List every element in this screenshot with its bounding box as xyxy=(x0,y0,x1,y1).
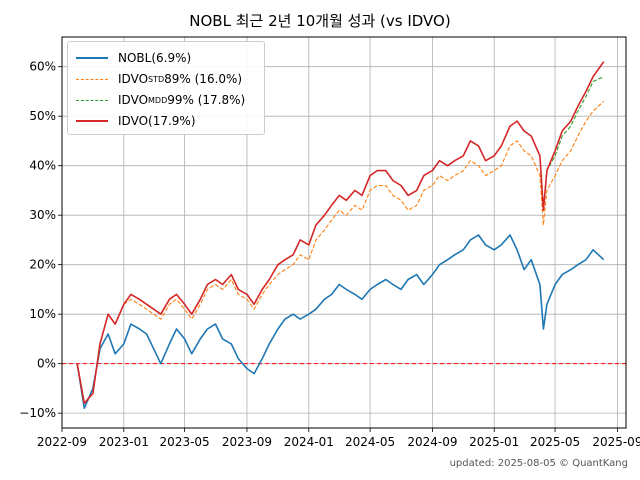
legend-label: NOBL xyxy=(118,51,152,65)
legend-label-value: (17.9%) xyxy=(148,114,196,128)
legend-label-subscript: MDD xyxy=(148,95,168,105)
plot-frame xyxy=(61,36,627,429)
legend-swatch xyxy=(76,120,108,122)
legend-label-value: 89% (16.0%) xyxy=(164,72,243,86)
x-tick-label: 2023-05 xyxy=(160,435,210,449)
legend-swatch xyxy=(76,99,108,101)
legend-swatch xyxy=(76,78,108,80)
series-line xyxy=(76,234,605,410)
y-tick-label: 0% xyxy=(37,357,56,371)
y-tick-label: 10% xyxy=(29,307,56,321)
y-tick-label: 60% xyxy=(29,60,56,74)
series-line xyxy=(76,100,605,404)
x-tick-label: 2023-01 xyxy=(99,435,149,449)
x-tick-label: 2024-01 xyxy=(284,435,334,449)
legend-label: IDVO xyxy=(118,93,149,107)
series-line xyxy=(76,61,605,405)
legend-label-value: 99% (17.8%) xyxy=(167,93,246,107)
x-tick-label: 2024-05 xyxy=(345,435,395,449)
x-tick-label: 2025-09 xyxy=(592,435,640,449)
x-tick-label: 2024-09 xyxy=(407,435,457,449)
chart-title: NOBL 최근 2년 10개월 성과 (vs IDVO) xyxy=(189,12,451,30)
legend-item: IDVO STD 89% (16.0%) xyxy=(76,69,242,89)
x-tick-label: 2025-01 xyxy=(469,435,519,449)
legend-label: IDVO xyxy=(118,114,149,128)
legend-item: NOBL (6.9%) xyxy=(76,48,191,68)
y-tick-label: 50% xyxy=(29,109,56,123)
x-tick-label: 2022-09 xyxy=(37,435,87,449)
legend-swatch xyxy=(76,57,108,59)
legend-label-subscript: STD xyxy=(148,74,165,84)
footer-updated: updated: 2025-08-05 © QuantKang xyxy=(449,458,628,469)
x-tick-label: 2023-09 xyxy=(222,435,272,449)
y-tick-label: 20% xyxy=(29,258,56,272)
legend: NOBL (6.9%) IDVO STD 89% (16.0%) IDVO MDD 99… xyxy=(67,41,265,135)
legend-item: IDVO MDD 99% (17.8%) xyxy=(76,90,245,110)
y-tick-label: 30% xyxy=(29,208,56,222)
y-tick-label: 40% xyxy=(29,159,56,173)
legend-item: IDVO (17.9%) xyxy=(76,111,196,131)
legend-label-value: (6.9%) xyxy=(151,51,192,65)
y-tick-label: −10% xyxy=(19,406,56,420)
legend-label: IDVO xyxy=(118,72,149,86)
x-tick-label: 2025-05 xyxy=(530,435,580,449)
